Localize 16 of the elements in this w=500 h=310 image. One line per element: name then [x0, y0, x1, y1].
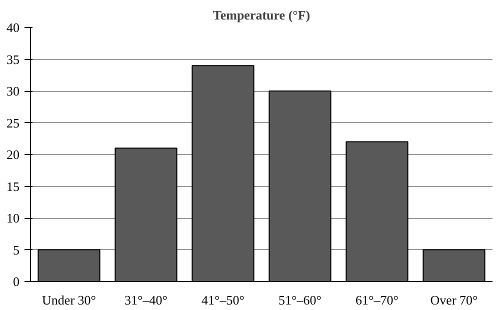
y-tick-label: 10: [6, 210, 20, 226]
x-tick-label: 41°–50°: [202, 292, 244, 308]
x-tick-label: Under 30°: [42, 292, 96, 308]
y-tick-label: 35: [6, 52, 20, 67]
x-tick-label: 31°–40°: [124, 292, 168, 308]
x-tick-label: 61°–70°: [356, 292, 398, 308]
chart-title: Temperature (°F): [212, 8, 310, 22]
y-tick-label: 25: [6, 115, 20, 130]
y-tick-label: 0: [13, 274, 20, 289]
x-tick-label: Over 70°: [430, 292, 478, 308]
x-tick-label: 51°–60°: [278, 292, 322, 308]
y-tick-label: 5: [13, 242, 20, 258]
y-tick-label: 40: [6, 20, 20, 35]
y-tick-label: 30: [6, 84, 20, 98]
y-tick-label: 20: [6, 147, 20, 162]
y-tick-label: 15: [6, 178, 20, 194]
